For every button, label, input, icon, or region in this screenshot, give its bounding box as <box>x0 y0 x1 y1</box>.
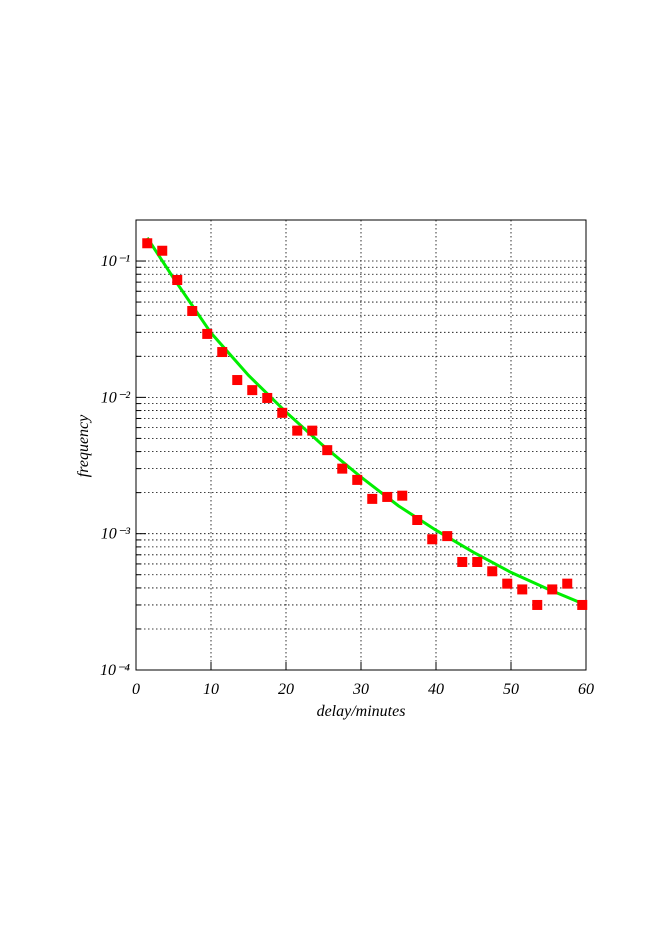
y-axis-label: frequency <box>75 414 92 477</box>
y-tick-label: 10⁻⁴ <box>100 662 130 679</box>
data-point <box>187 306 198 317</box>
x-tick-label: 0 <box>132 681 140 698</box>
y-tick-label: 10⁻² <box>101 389 131 406</box>
data-point <box>547 584 558 595</box>
data-point <box>442 531 453 542</box>
y-tick-label: 10⁻³ <box>101 526 130 543</box>
data-point <box>397 490 408 501</box>
y-tick-label: 10⁻¹ <box>101 253 130 270</box>
data-point <box>232 375 243 386</box>
data-point <box>262 392 273 403</box>
data-point <box>172 274 183 285</box>
x-tick-label: 10 <box>203 681 219 698</box>
data-point <box>202 328 213 339</box>
data-point <box>142 238 153 249</box>
data-point <box>562 578 573 589</box>
data-point <box>457 556 468 567</box>
x-tick-label: 50 <box>503 681 519 698</box>
data-point <box>517 584 528 595</box>
fit-line <box>145 237 587 607</box>
data-point <box>217 347 228 358</box>
data-point <box>322 445 333 456</box>
data-point <box>307 425 318 436</box>
data-point <box>472 556 483 567</box>
data-point <box>427 534 438 545</box>
data-point <box>367 493 378 504</box>
x-tick-label: 60 <box>578 681 594 698</box>
data-point <box>487 566 498 577</box>
data-point <box>292 425 303 436</box>
x-tick-label: 40 <box>428 681 444 698</box>
data-point <box>532 599 543 610</box>
data-point <box>382 491 393 502</box>
data-point <box>247 385 258 396</box>
x-tick-label: 30 <box>352 681 369 698</box>
x-axis-label: delay/minutes <box>317 703 406 720</box>
data-point <box>412 514 423 525</box>
data-point <box>502 578 513 589</box>
plot-frame <box>135 219 587 671</box>
data-point <box>157 245 168 256</box>
x-tick-label: 20 <box>278 681 294 698</box>
data-point <box>352 474 363 485</box>
data-point <box>337 463 348 474</box>
data-point <box>277 407 288 418</box>
data-point <box>577 599 588 610</box>
